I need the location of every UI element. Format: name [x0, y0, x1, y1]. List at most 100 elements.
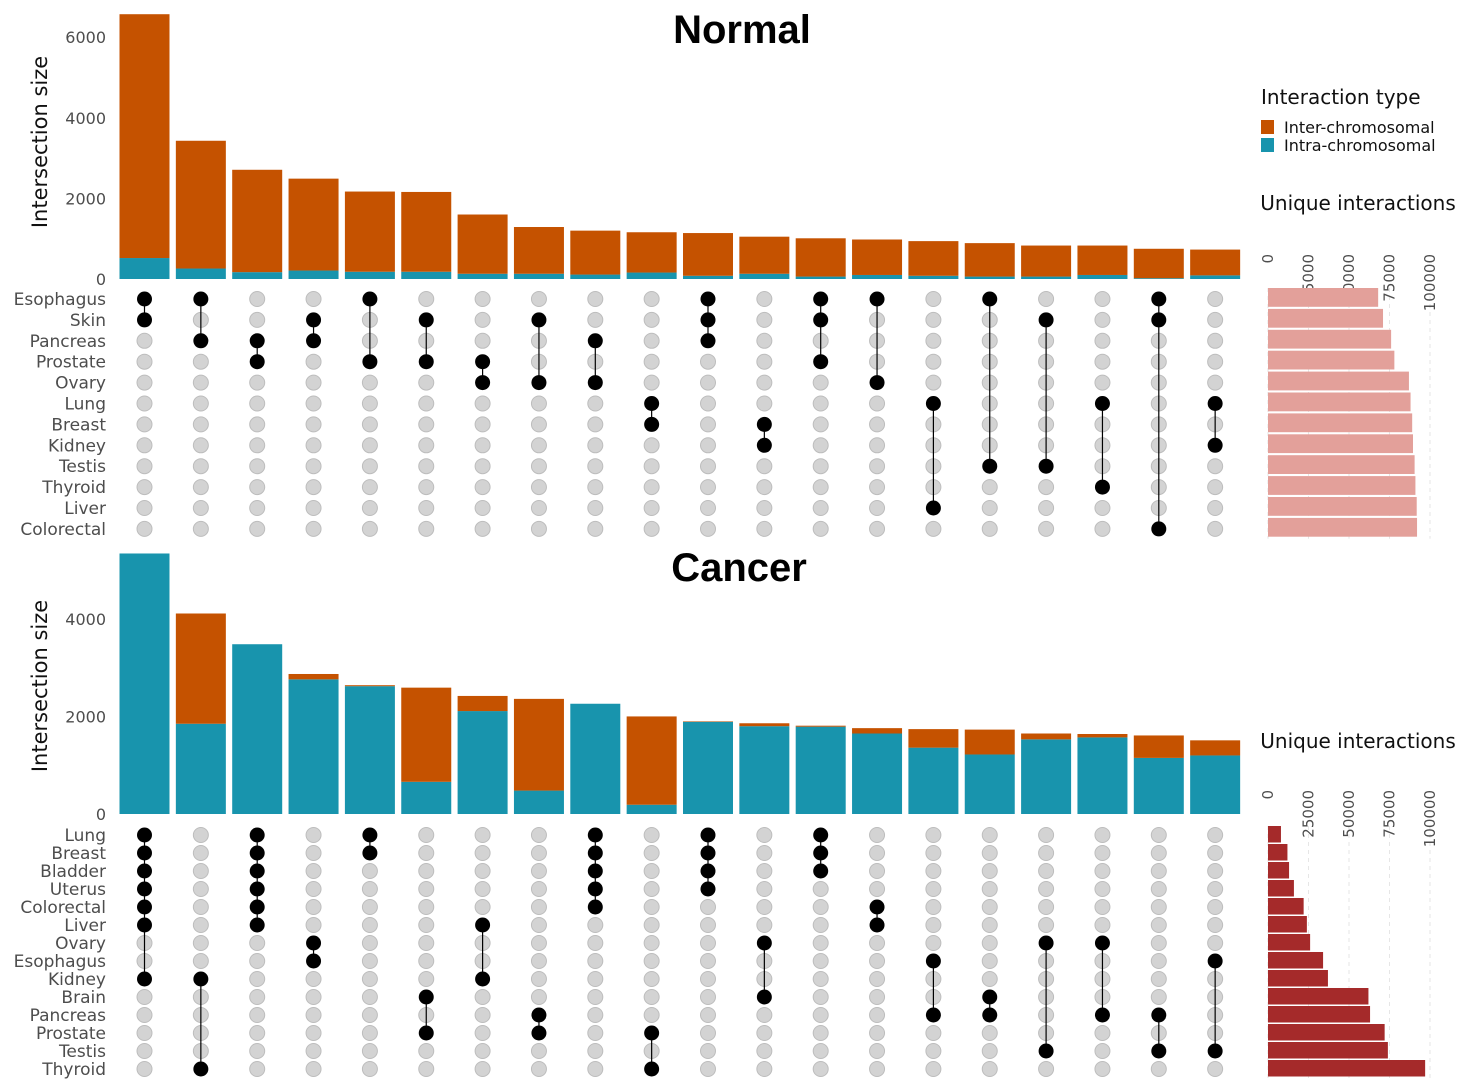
matrix-dot-on: [982, 458, 998, 474]
matrix-dot-on: [193, 971, 209, 987]
matrix-dot-off: [643, 520, 660, 537]
matrix-dot-off: [925, 917, 942, 933]
matrix-dot-off: [1038, 291, 1055, 307]
unique-interactions-bar: [1268, 988, 1369, 1005]
matrix-dot-off: [530, 1043, 547, 1059]
matrix-dot-off: [1207, 332, 1224, 349]
legend: Interaction type Inter-chromosomal Intra…: [1261, 85, 1436, 155]
matrix-dot-off: [700, 437, 716, 454]
matrix-dot-off: [981, 881, 998, 897]
matrix-dot-off: [136, 1061, 153, 1077]
y-tick-label: 2000: [65, 707, 106, 726]
matrix-dot-on: [137, 917, 152, 933]
matrix-dot-on: [813, 845, 829, 861]
matrix-dot-on: [1151, 312, 1167, 328]
matrix-dot-off: [136, 479, 153, 496]
unique-interactions-bar: [1268, 880, 1294, 897]
unique-interactions-bar: [1268, 1042, 1388, 1059]
matrix-dot-off: [1094, 500, 1111, 516]
matrix-dot-on: [137, 827, 152, 843]
matrix-dot-off: [643, 374, 660, 391]
matrix-dot-off: [249, 500, 266, 516]
matrix-dot-off: [305, 395, 322, 412]
bar-intra-chromosomal: [1190, 275, 1241, 279]
matrix-dot-off: [869, 989, 886, 1005]
matrix-dot-on: [362, 291, 378, 307]
bar-inter-chromosomal: [288, 178, 339, 271]
matrix-dot-off: [812, 935, 829, 951]
matrix-dot-on: [1207, 953, 1223, 969]
matrix-dot-off: [418, 935, 435, 951]
matrix-dot-off: [136, 1007, 153, 1023]
matrix-dot-on: [587, 375, 603, 391]
matrix-dot-off: [643, 863, 660, 879]
matrix-dot-on: [193, 1061, 209, 1077]
matrix-dot-off: [530, 458, 547, 475]
matrix-dot-off: [418, 291, 435, 307]
matrix-dot-off: [418, 520, 435, 537]
bar-intra-chromosomal: [288, 270, 339, 279]
matrix-dot-off: [249, 1007, 266, 1023]
matrix-dot-off: [869, 827, 886, 843]
matrix-dot-off: [925, 899, 942, 915]
set-label: Colorectal: [20, 520, 106, 540]
unique-tick-label: 100000: [1421, 790, 1439, 847]
matrix-dot-off: [587, 291, 604, 307]
matrix-dot-on: [531, 375, 547, 391]
matrix-dot-off: [249, 953, 266, 969]
unique-interactions-bar: [1268, 1060, 1426, 1077]
unique-interactions-bar: [1268, 916, 1307, 933]
matrix-dot-off: [925, 374, 942, 391]
set-label: Prostate: [36, 1024, 106, 1044]
matrix-dot-off: [1207, 881, 1224, 897]
matrix-dot-off: [587, 989, 604, 1005]
matrix-dot-on: [1151, 1007, 1167, 1023]
matrix-dot-off: [1038, 520, 1055, 537]
bar-intra-chromosomal: [457, 273, 508, 279]
unique-interactions-bar: [1268, 952, 1324, 969]
matrix-dot-off: [361, 899, 378, 915]
matrix-dot-off: [700, 899, 716, 915]
matrix-dot-off: [418, 845, 435, 861]
set-label: Ovary: [55, 374, 106, 394]
matrix-dot-off: [587, 520, 604, 537]
matrix-dot-on: [475, 971, 491, 987]
matrix-dot-off: [643, 917, 660, 933]
matrix-dot-off: [1150, 1061, 1167, 1077]
matrix-dot-off: [756, 899, 773, 915]
y-tick-label: 4000: [65, 610, 106, 629]
matrix-dot-off: [361, 374, 378, 391]
set-label: Kidney: [48, 436, 106, 456]
unique-interactions-bar: [1268, 434, 1413, 454]
matrix-dot-off: [700, 500, 716, 516]
matrix-dot-on: [418, 989, 434, 1005]
bar-inter-chromosomal: [964, 729, 1015, 755]
matrix-dot-off: [136, 353, 153, 370]
matrix-dot-off: [418, 971, 435, 987]
y-tick-label: 0: [96, 270, 106, 289]
matrix-dot-off: [361, 1007, 378, 1023]
matrix-dot-off: [700, 953, 716, 969]
matrix-dot-off: [643, 953, 660, 969]
matrix-dot-on: [925, 396, 941, 411]
matrix-dot-off: [587, 935, 604, 951]
matrix-dot-off: [1150, 989, 1167, 1005]
matrix-dot-on: [869, 291, 885, 307]
unique-interactions-bar: [1268, 826, 1281, 843]
matrix-dot-off: [1094, 353, 1111, 370]
matrix-dot-off: [418, 416, 435, 433]
matrix-dot-off: [136, 1043, 153, 1059]
matrix-dot-off: [869, 1061, 886, 1077]
matrix-dot-off: [812, 416, 829, 433]
unique-tick-label: 100000: [1421, 254, 1439, 311]
chart-title: Cancer: [671, 546, 807, 590]
matrix-dot-on: [418, 1025, 434, 1041]
matrix-dot-off: [249, 1025, 266, 1041]
matrix-dot-on: [1151, 521, 1167, 537]
matrix-dot-on: [1038, 935, 1054, 951]
matrix-dot-off: [812, 437, 829, 454]
matrix-dot-off: [587, 953, 604, 969]
bar-intra-chromosomal: [739, 726, 790, 814]
matrix-dot-off: [305, 827, 322, 843]
bar-intra-chromosomal: [513, 790, 564, 814]
